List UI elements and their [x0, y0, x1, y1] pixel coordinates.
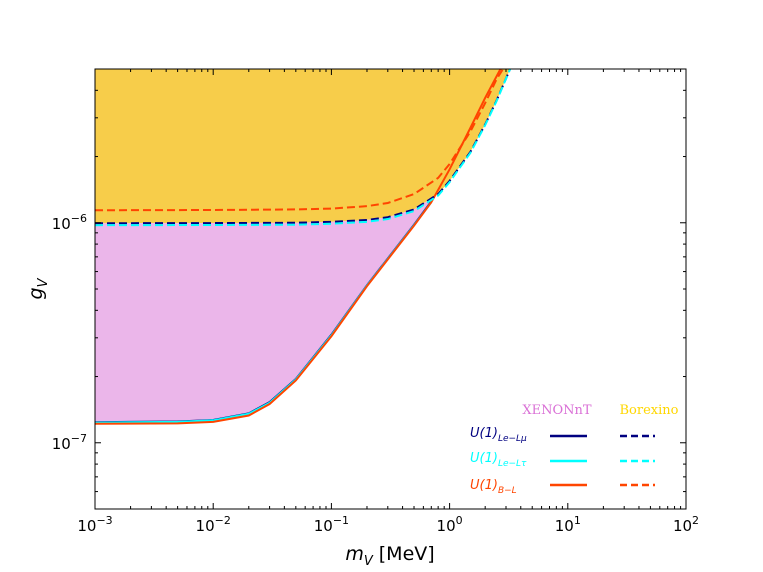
xenonnt-excluded-region: [95, 198, 432, 423]
legend-label-le-lmu: U(1)Le−Lμ: [470, 426, 527, 444]
legend-label-b-l: U(1)B−L: [470, 478, 517, 496]
tick-labels: 10−3 10−2 10−1 100 101 102 10−7 10−6: [52, 212, 699, 535]
limit-curves: [95, 69, 512, 425]
x-tick-label: 101: [555, 514, 581, 535]
exclusion-regions: [95, 69, 511, 423]
x-tick-label: 102: [673, 514, 699, 535]
series-line-5: [95, 69, 505, 212]
y-tick-label: 10−6: [52, 212, 87, 233]
x-axis-label: mV [MeV]: [345, 543, 434, 569]
x-tick-label: 10−1: [314, 514, 349, 535]
axis-ticks: [94, 68, 687, 510]
borexino-excluded-region: [95, 69, 511, 224]
legend-label-le-ltau: U(1)Le−Lτ: [470, 451, 527, 469]
x-tick-label: 10−2: [196, 514, 231, 535]
legend-header-borexino: Borexino: [620, 403, 679, 418]
y-tick-label: 10−7: [52, 432, 87, 453]
legend: XENONnT Borexino U(1)Le−Lμ U(1)Le−Lτ U(1…: [470, 403, 679, 496]
series-line-4: [95, 69, 512, 227]
legend-header-xenonnt: XENONnT: [522, 403, 592, 418]
x-tick-label: 10−3: [77, 514, 112, 535]
x-tick-label: 100: [437, 514, 463, 535]
series-line-2: [95, 69, 502, 425]
y-axis-label: gV: [25, 277, 51, 299]
